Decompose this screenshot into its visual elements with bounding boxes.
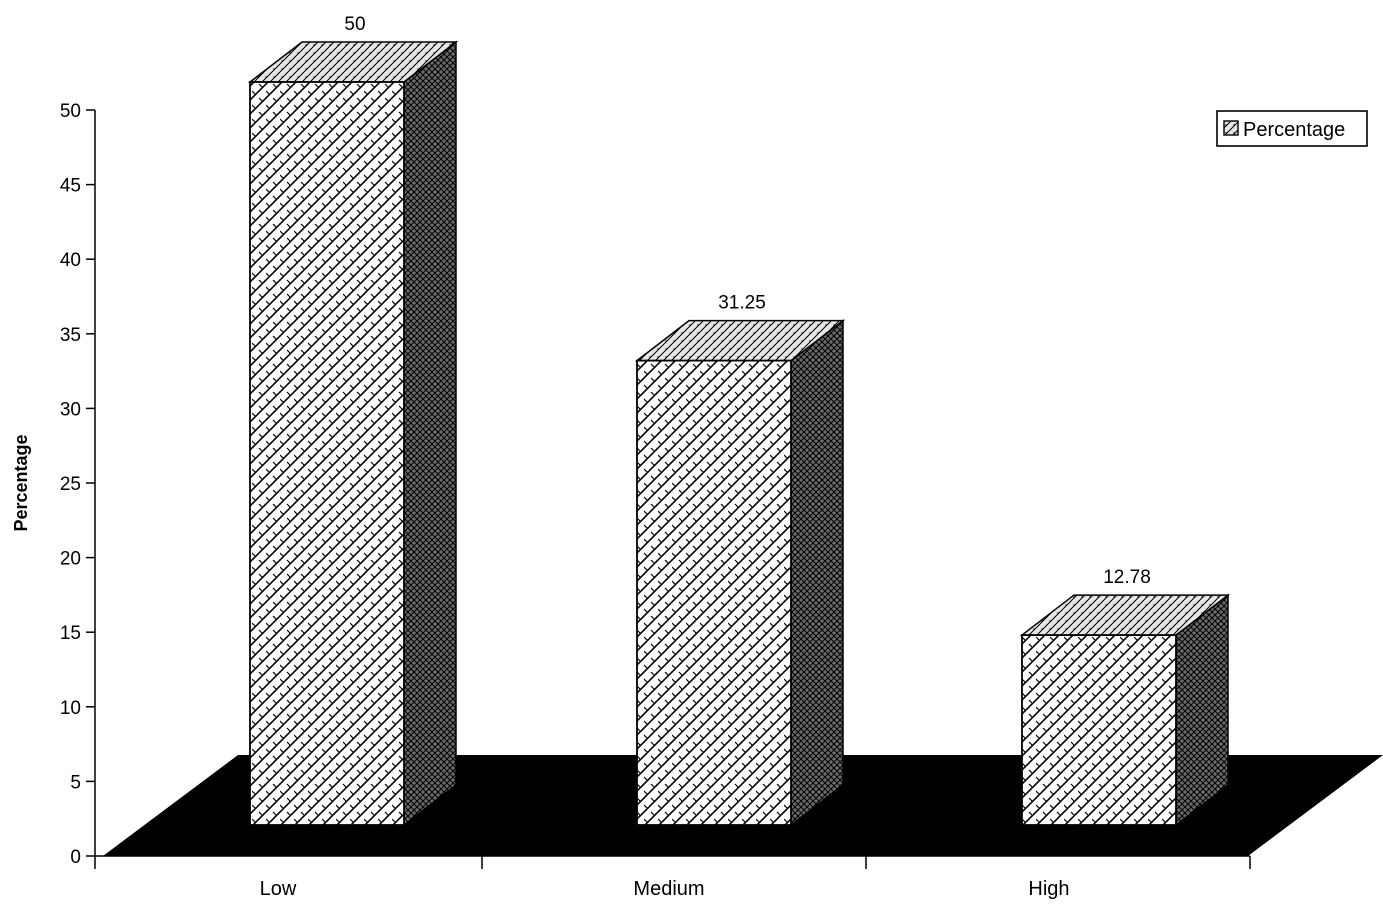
bar-low xyxy=(247,40,459,827)
y-tick-label: 20 xyxy=(60,549,81,570)
y-tick-label: 0 xyxy=(70,847,81,868)
y-tick-label: 45 xyxy=(60,176,81,197)
bars xyxy=(247,40,1231,827)
y-tick-label: 30 xyxy=(60,399,81,420)
data-label: 50 xyxy=(344,14,365,35)
data-label: 31.25 xyxy=(718,293,766,314)
y-tick-label: 35 xyxy=(60,325,81,346)
y-tick-label: 15 xyxy=(60,623,81,644)
x-category-label: Medium xyxy=(633,878,704,900)
y-ticks: 0 5 10 15 20 25 30 35 40 45 50 xyxy=(60,101,95,868)
bar-front xyxy=(636,359,792,826)
data-label: 12.78 xyxy=(1103,567,1151,588)
bar-side xyxy=(403,40,457,827)
x-category-label: High xyxy=(1028,878,1069,900)
x-category-label: Low xyxy=(260,878,297,900)
y-axis-title: Percentage xyxy=(11,434,31,531)
bar-high xyxy=(1019,593,1231,827)
data-labels: 50 31.25 12.78 xyxy=(344,14,1150,588)
bar-side xyxy=(790,319,844,827)
bar-medium xyxy=(634,319,846,827)
y-tick-label: 50 xyxy=(60,101,81,122)
y-tick-label: 5 xyxy=(70,772,81,793)
y-tick-label: 10 xyxy=(60,698,81,719)
y-tick-label: 40 xyxy=(60,250,81,271)
x-ticks: Low Medium High xyxy=(94,856,1251,900)
bar-front xyxy=(249,81,405,826)
bar-front xyxy=(1021,634,1177,826)
legend: Percentage xyxy=(1216,110,1368,147)
legend-box xyxy=(1216,110,1368,147)
y-tick-label: 25 xyxy=(60,474,81,495)
legend-label: Percentage xyxy=(1243,119,1345,141)
legend-swatch xyxy=(1223,120,1239,136)
